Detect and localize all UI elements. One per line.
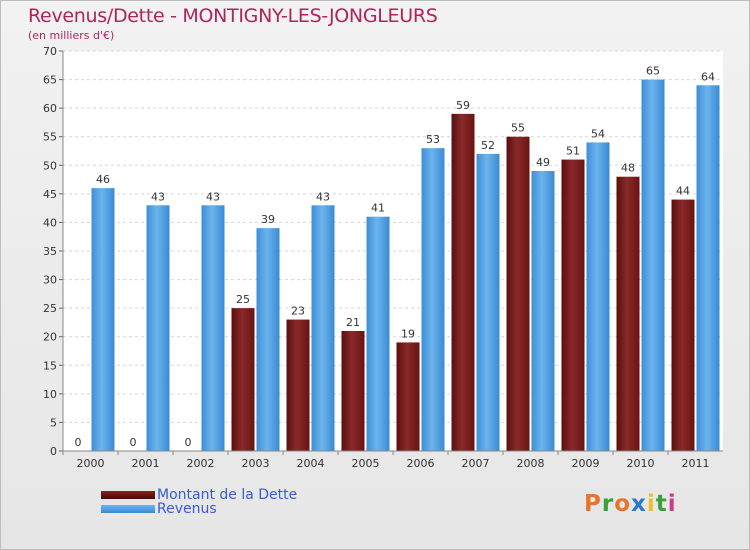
x-tick-label: 2004 xyxy=(297,457,325,470)
y-tick-label: 45 xyxy=(43,188,57,201)
data-label-dette: 51 xyxy=(566,145,580,158)
x-tick-label: 2009 xyxy=(572,457,600,470)
data-label-revenus: 43 xyxy=(206,190,220,203)
y-tick-label: 15 xyxy=(43,359,57,372)
legend-swatch-dette xyxy=(101,491,155,499)
x-tick-label: 2003 xyxy=(242,457,270,470)
legend-label-dette: Montant de la Dette xyxy=(157,487,298,503)
data-label-dette: 19 xyxy=(401,327,415,340)
bar-revenus xyxy=(531,171,555,451)
logo-letter: P xyxy=(584,491,602,517)
data-label-dette: 23 xyxy=(291,305,305,318)
data-label-revenus: 53 xyxy=(426,133,440,146)
bar-dette xyxy=(451,113,475,451)
legend-swatch-revenus xyxy=(101,505,155,513)
x-tick-label: 2008 xyxy=(517,457,545,470)
y-tick-label: 5 xyxy=(50,416,57,429)
x-tick-label: 2007 xyxy=(462,457,490,470)
data-label-revenus: 41 xyxy=(371,202,385,215)
data-label-dette: 44 xyxy=(676,185,690,198)
bar-revenus xyxy=(256,228,280,451)
legend-item-revenus: Revenus xyxy=(101,501,217,517)
y-tick-label: 55 xyxy=(43,131,57,144)
bar-revenus xyxy=(696,85,720,452)
bar-revenus xyxy=(641,79,665,452)
legend-label-revenus: Revenus xyxy=(157,501,217,517)
grid-layer xyxy=(63,50,723,452)
y-tick-label: 60 xyxy=(43,102,57,115)
bar-dette xyxy=(561,159,585,452)
bar-revenus xyxy=(366,216,390,451)
data-label-dette: 0 xyxy=(130,436,137,449)
data-label-revenus: 43 xyxy=(151,190,165,203)
bar-dette xyxy=(231,308,255,451)
data-label-dette: 21 xyxy=(346,316,360,329)
data-label-dette: 59 xyxy=(456,99,470,112)
bar-layer: 0 46 0 43 0 43 25 39 23 43 21 41 19 53 59 52 55 49 51 54 48 6… xyxy=(75,65,720,452)
y-tick-label: 0 xyxy=(50,445,57,458)
chart-title: Revenus/Dette - MONTIGNY-LES-JONGLEURS xyxy=(28,5,438,27)
data-label-dette: 55 xyxy=(511,122,525,135)
data-label-revenus: 64 xyxy=(701,70,715,83)
y-tick-label: 25 xyxy=(43,302,57,315)
bar-dette xyxy=(506,136,530,451)
data-label-revenus: 43 xyxy=(316,190,330,203)
data-label-dette: 25 xyxy=(236,293,250,306)
x-tick-label: 2002 xyxy=(187,457,215,470)
bar-revenus xyxy=(476,153,500,451)
logo-letter: i xyxy=(646,491,656,517)
proxiti-logo: Proxiti xyxy=(584,491,677,517)
logo-letter: r xyxy=(601,491,615,517)
bar-revenus xyxy=(91,188,115,451)
legend-item-dette: Montant de la Dette xyxy=(101,487,298,503)
data-label-dette: 0 xyxy=(75,436,82,449)
data-label-revenus: 65 xyxy=(646,65,660,78)
y-tick-label: 20 xyxy=(43,331,57,344)
y-tick-label: 10 xyxy=(43,388,57,401)
x-tick-label: 2005 xyxy=(352,457,380,470)
x-tick-label: 2001 xyxy=(132,457,160,470)
y-tick-label: 50 xyxy=(43,159,57,172)
bar-dette xyxy=(396,342,420,451)
data-label-revenus: 39 xyxy=(261,213,275,226)
chart-subtitle: (en milliers d'€) xyxy=(28,29,115,42)
logo-letter: x xyxy=(631,491,647,517)
y-tick-label: 30 xyxy=(43,274,57,287)
bar-dette xyxy=(341,331,365,451)
logo-letter: t xyxy=(655,491,668,517)
data-label-dette: 48 xyxy=(621,162,635,175)
bar-revenus xyxy=(146,205,170,451)
data-label-revenus: 46 xyxy=(96,173,110,186)
data-label-revenus: 54 xyxy=(591,127,605,140)
data-label-revenus: 52 xyxy=(481,139,495,152)
bar-revenus xyxy=(201,205,225,451)
x-tick-label: 2006 xyxy=(407,457,435,470)
logo-letter: i xyxy=(667,491,677,517)
x-tick-label: 2010 xyxy=(627,457,655,470)
logo-letter: o xyxy=(614,491,632,517)
bar-revenus xyxy=(311,205,335,451)
bar-dette xyxy=(671,199,695,451)
y-tick-label: 65 xyxy=(43,74,57,87)
x-tick-label: 2011 xyxy=(682,457,710,470)
y-tick-label: 40 xyxy=(43,216,57,229)
bar-revenus xyxy=(586,142,610,451)
y-tick-label: 35 xyxy=(43,245,57,258)
data-label-dette: 0 xyxy=(185,436,192,449)
data-label-revenus: 49 xyxy=(536,156,550,169)
bar-dette xyxy=(286,319,310,451)
y-tick-label: 70 xyxy=(43,45,57,58)
x-tick-label: 2000 xyxy=(77,457,105,470)
bar-dette xyxy=(616,176,640,451)
bar-revenus xyxy=(421,148,445,451)
